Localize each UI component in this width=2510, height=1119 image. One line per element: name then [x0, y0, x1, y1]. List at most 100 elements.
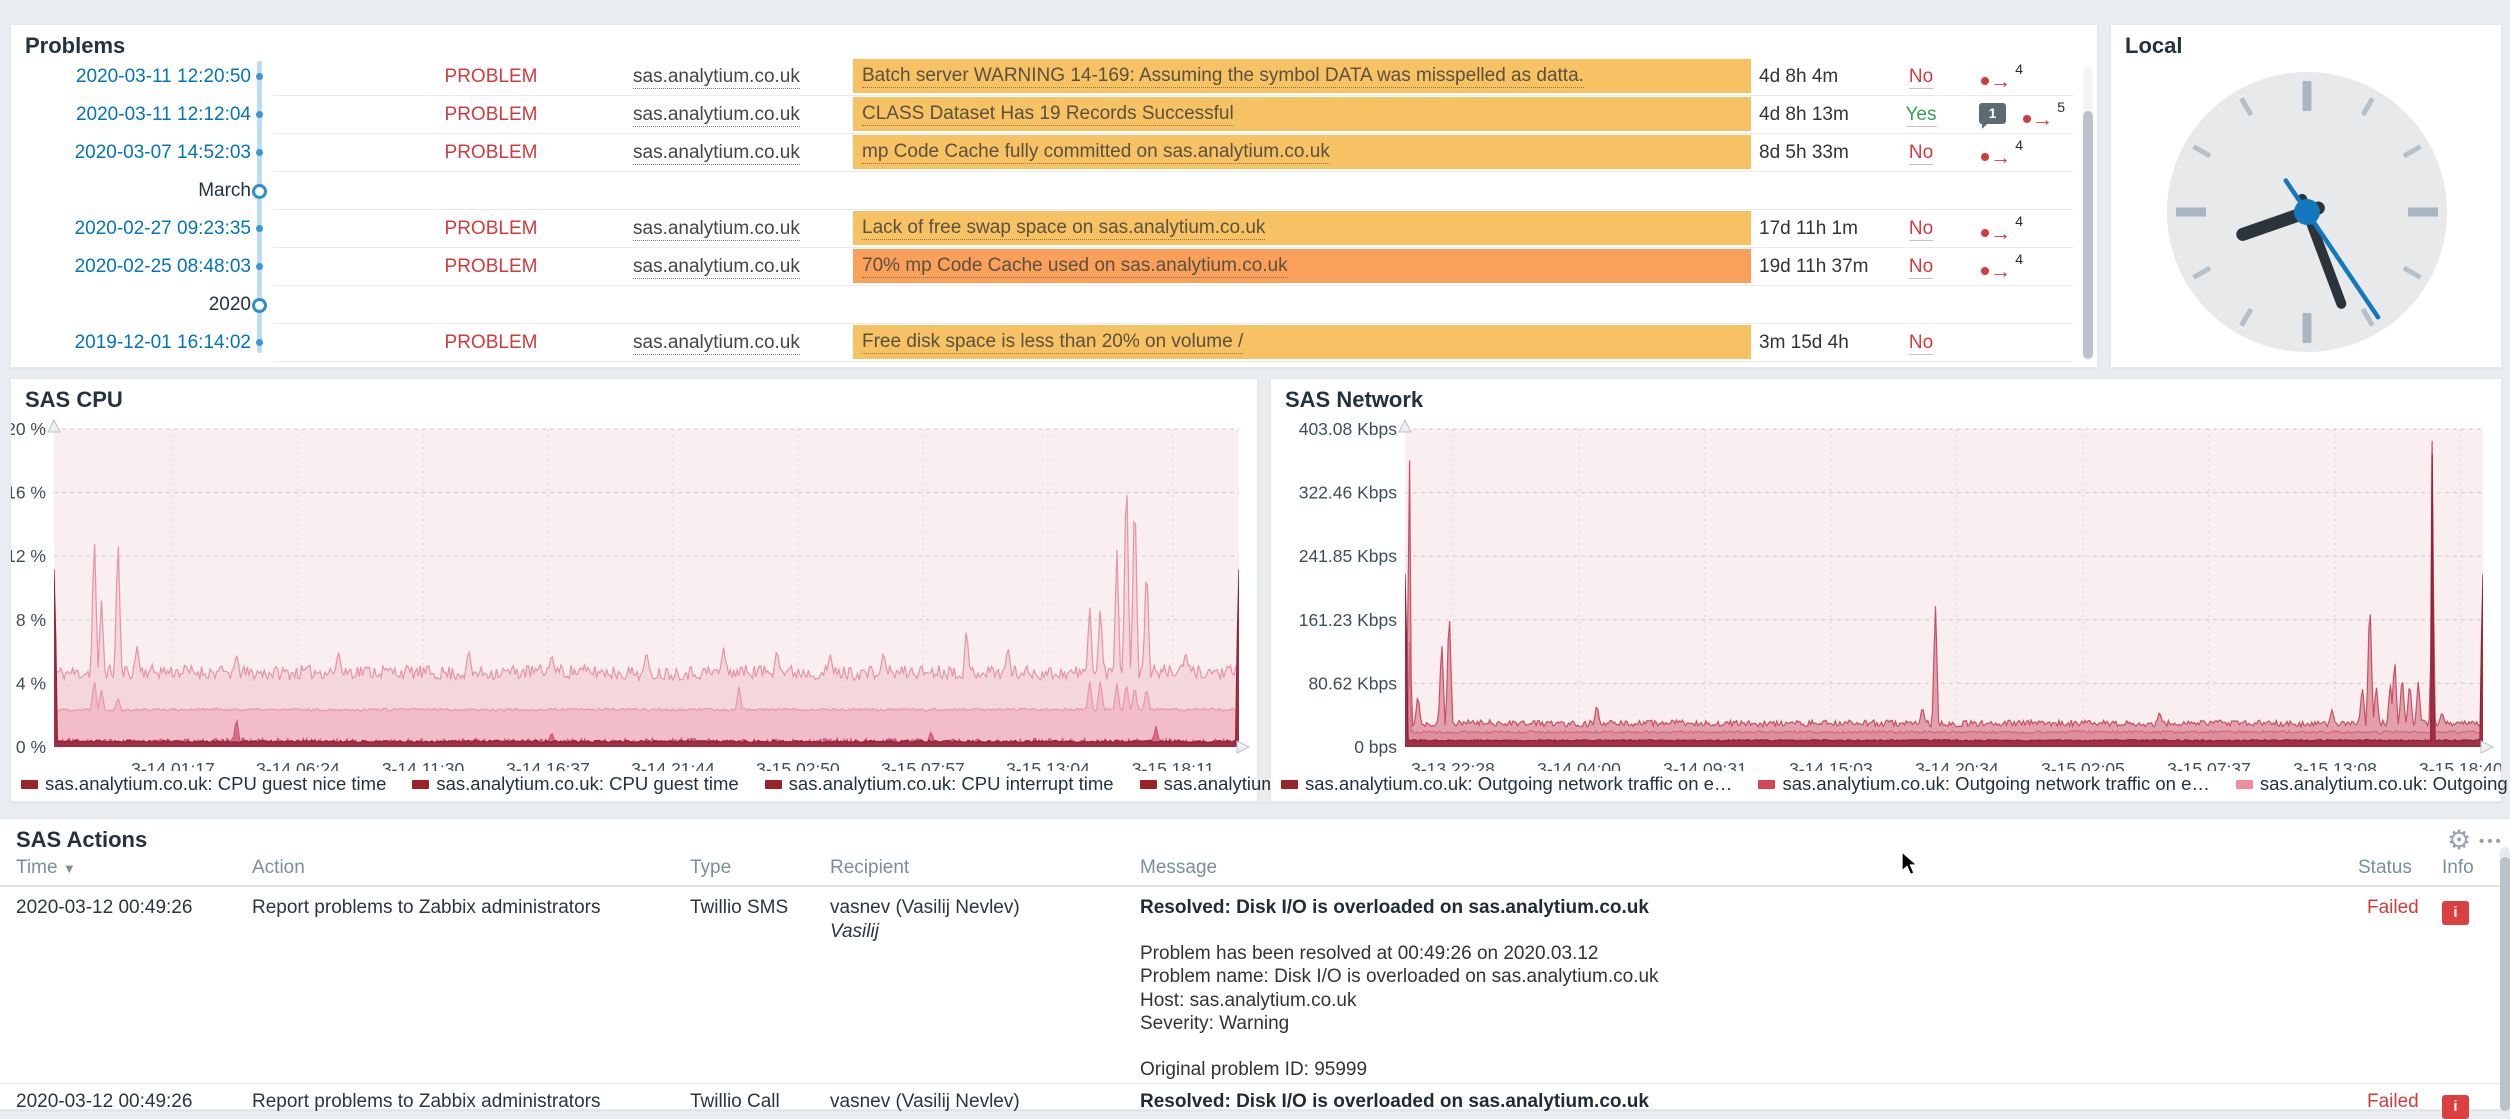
problem-time-link[interactable]: 2020-03-11 12:12:04 [11, 104, 251, 126]
x-axis-tick-label: 3-15 07:37 [2167, 759, 2251, 771]
action-status: Failed [2367, 897, 2419, 919]
legend-label: sas.analytium.co.uk: CPU guest time [436, 773, 738, 795]
timeline-dot-icon [256, 339, 263, 346]
problem-message-link[interactable]: CLASS Dataset Has 19 Records Successful [853, 97, 1751, 131]
comment-bubble-icon[interactable]: 1 [1979, 103, 2006, 124]
problem-status[interactable]: PROBLEM [411, 256, 571, 278]
clock-tick [2408, 208, 2438, 217]
problem-host-link[interactable]: sas.analytium.co.uk [633, 142, 800, 164]
x-axis-tick-label: 3-15 18:40 [2419, 759, 2501, 771]
ellipsis-menu-icon[interactable]: ••• [2479, 833, 2504, 850]
info-error-icon[interactable]: i [2442, 901, 2469, 925]
clock-tick [2303, 81, 2312, 111]
x-axis-arrow-icon [2481, 741, 2493, 753]
x-axis-tick-label: 3-15 13:04 [1006, 759, 1090, 771]
timeline-dot-icon [256, 73, 263, 80]
legend-label: sas.analytium.co.uk: Outgoing network tr… [2260, 773, 2510, 795]
col-header-status[interactable]: Status [2358, 857, 2412, 879]
problem-ack-link[interactable]: No [1891, 142, 1951, 164]
problem-host-link[interactable]: sas.analytium.co.uk [633, 218, 800, 240]
legend-marker-icon [765, 780, 782, 789]
action-time: 2020-03-12 00:49:26 [16, 1091, 192, 1113]
action-arrow-icon: → [1990, 261, 2011, 282]
y-axis-arrow-icon [48, 420, 60, 432]
action-message-body: Problem has been resolved at 00:49:26 on… [1140, 942, 1659, 1082]
problem-status[interactable]: PROBLEM [411, 142, 571, 164]
action-in-progress-icon[interactable]: 4→ [1979, 252, 2025, 282]
x-axis-tick-label: 3-14 04:00 [1537, 759, 1621, 771]
problem-time-link[interactable]: 2020-02-27 09:23:35 [11, 218, 251, 240]
x-axis-tick-label: 3-15 02:50 [756, 759, 840, 771]
problem-message-link[interactable]: 70% mp Code Cache used on sas.analytium.… [853, 249, 1751, 283]
action-in-progress-icon[interactable]: 4→ [1979, 138, 2025, 168]
divider [273, 95, 2073, 96]
cpu-graph-widget: SAS CPU 3-14 01:173-14 06:243-14 11:303-… [10, 378, 1258, 802]
problem-status[interactable]: PROBLEM [411, 218, 571, 240]
problem-time-link[interactable]: 2019-12-01 16:14:02 [11, 332, 251, 354]
timeline-group-label: 2020 [11, 294, 251, 316]
network-legend: sas.analytium.co.uk: Outgoing network tr… [1281, 773, 2510, 795]
problem-message-link[interactable]: Free disk space is less than 20% on volu… [853, 325, 1751, 359]
divider [273, 171, 2073, 172]
problem-message-link[interactable]: Lack of free swap space on sas.analytium… [853, 211, 1751, 245]
col-header-message[interactable]: Message [1140, 857, 1217, 879]
problem-host-link[interactable]: sas.analytium.co.uk [633, 332, 800, 354]
problem-ack-link[interactable]: No [1891, 66, 1951, 88]
legend-label: sas.analytium.co.uk: Outgoing network tr… [1305, 773, 1732, 795]
problem-message-link[interactable]: Batch server WARNING 14-169: Assuming th… [853, 59, 1751, 93]
problem-ack-link[interactable]: No [1891, 218, 1951, 240]
col-header-action[interactable]: Action [252, 857, 305, 879]
problem-ack-link[interactable]: No [1891, 256, 1951, 278]
legend-item: sas.analytium.co.uk: Outgoing network tr… [1281, 773, 1732, 795]
problem-status[interactable]: PROBLEM [411, 104, 571, 126]
problem-ack-link[interactable]: Yes [1891, 104, 1951, 126]
problem-message-link[interactable]: mp Code Cache fully committed on sas.ana… [853, 135, 1751, 169]
problem-time-link[interactable]: 2020-03-11 12:20:50 [11, 66, 251, 88]
action-message-title: Resolved: Disk I/O is overloaded on sas.… [1140, 897, 1649, 919]
x-axis-tick-label: 3-14 09:31 [1663, 759, 1747, 771]
legend-label: sas.analytium.co.uk: CPU guest nice time [45, 773, 386, 795]
problem-time-link[interactable]: 2020-02-25 08:48:03 [11, 256, 251, 278]
action-in-progress-icon[interactable]: 4→ [1979, 62, 2025, 92]
problems-widget-title: Problems [25, 33, 125, 59]
problem-host-link[interactable]: sas.analytium.co.uk [633, 104, 800, 126]
cpu-legend: sas.analytium.co.uk: CPU guest nice time… [21, 773, 1468, 795]
analog-clock [2167, 72, 2447, 352]
problems-scrollbar-thumb[interactable] [2083, 111, 2093, 359]
col-header-recipient[interactable]: Recipient [830, 857, 909, 879]
cpu-chart[interactable]: 3-14 01:173-14 06:243-14 11:303-14 16:37… [11, 379, 1257, 771]
actions-scrollbar-thumb[interactable] [2500, 857, 2510, 1111]
col-header-time[interactable]: Time ▼ [16, 857, 76, 879]
legend-item: sas.analytium.co.uk: Outgoing network tr… [1758, 773, 2209, 795]
action-in-progress-icon[interactable]: 4→ [1979, 214, 2025, 244]
problem-time-link[interactable]: 2020-03-07 14:52:03 [11, 142, 251, 164]
x-axis-tick-label: 3-15 02:05 [2041, 759, 2125, 771]
problem-host-link[interactable]: sas.analytium.co.uk [633, 66, 800, 88]
col-header-info[interactable]: Info [2442, 857, 2474, 879]
divider [0, 885, 2510, 887]
network-chart[interactable]: 3-13 22:283-14 04:003-14 09:313-14 15:03… [1271, 379, 2501, 771]
x-axis-tick-label: 3-14 16:37 [506, 759, 590, 771]
legend-marker-icon [1758, 780, 1775, 789]
problem-host-link[interactable]: sas.analytium.co.uk [633, 256, 800, 278]
problem-status[interactable]: PROBLEM [411, 66, 571, 88]
timeline-marker-icon [252, 184, 267, 199]
col-header-type[interactable]: Type [690, 857, 731, 879]
info-error-icon[interactable]: i [2442, 1095, 2469, 1119]
divider [273, 361, 2073, 362]
action-dot-icon [2023, 115, 2031, 123]
y-axis-tick-label: 8 % [16, 610, 46, 630]
problem-status[interactable]: PROBLEM [411, 332, 571, 354]
divider [273, 247, 2073, 248]
y-axis-tick-label: 403.08 Kbps [1299, 419, 1398, 439]
clock-widget-title: Local [2125, 33, 2182, 59]
action-in-progress-icon[interactable]: 5→ [2021, 100, 2067, 130]
actions-widget-title: SAS Actions [16, 827, 147, 853]
y-axis-tick-label: 241.85 Kbps [1299, 546, 1398, 566]
gear-icon[interactable]: ⚙ [2447, 827, 2471, 854]
problem-ack-link[interactable]: No [1891, 332, 1951, 354]
action-name: Report problems to Zabbix administrators [252, 1091, 600, 1113]
divider [273, 323, 2073, 324]
action-dot-icon [1981, 77, 1989, 85]
action-message-title: Resolved: Disk I/O is overloaded on sas.… [1140, 1091, 1649, 1113]
